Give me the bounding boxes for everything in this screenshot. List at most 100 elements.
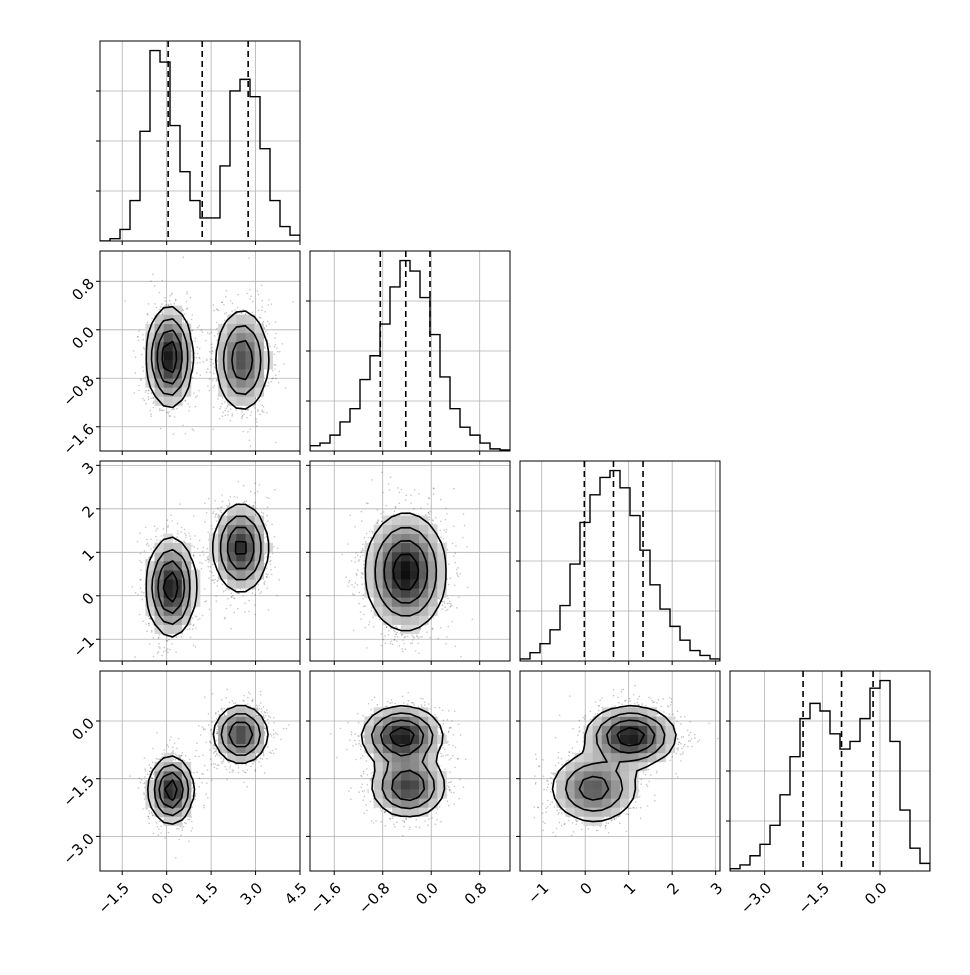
sample-point (179, 503, 181, 505)
sample-point (228, 500, 230, 502)
sample-point (252, 301, 254, 303)
density-cell (245, 360, 254, 369)
sample-point (193, 392, 195, 394)
sample-point (224, 415, 226, 417)
sample-point (147, 314, 149, 316)
sample-point (268, 299, 270, 301)
sample-point (228, 411, 230, 413)
sample-point (224, 313, 226, 315)
sample-point (202, 615, 204, 617)
sample-point (165, 459, 167, 461)
sample-point (259, 484, 261, 486)
sample-point (203, 554, 205, 556)
density-cell (164, 570, 173, 579)
sample-point (148, 617, 150, 619)
sample-point (263, 411, 265, 413)
sample-point (275, 321, 277, 323)
sample-point (152, 274, 154, 276)
density-cell (164, 552, 173, 561)
sample-point (264, 581, 266, 583)
sample-point (274, 567, 276, 569)
sample-point (261, 285, 263, 287)
sample-point (223, 304, 225, 306)
sample-point (214, 582, 216, 584)
sample-point (225, 590, 227, 592)
sample-point (209, 609, 211, 611)
sample-point (135, 372, 137, 374)
sample-point (282, 343, 284, 345)
sample-point (292, 301, 294, 303)
sample-point (201, 563, 203, 565)
sample-point (259, 317, 261, 319)
sample-point (224, 410, 226, 412)
sample-point (244, 603, 246, 605)
sample-point (207, 385, 209, 387)
sample-point (197, 362, 199, 364)
sample-point (457, 574, 459, 576)
sample-point (217, 333, 219, 335)
sample-point (150, 398, 152, 400)
sample-point (255, 594, 257, 596)
sample-point (191, 545, 193, 547)
sample-point (210, 566, 212, 568)
sample-point (154, 525, 156, 527)
density-cell (236, 351, 245, 360)
sample-point (190, 538, 192, 540)
sample-point (213, 310, 215, 312)
sample-point (237, 608, 239, 610)
sample-point (185, 537, 187, 539)
sample-point (208, 577, 210, 579)
sample-point (213, 406, 215, 408)
sample-point (194, 340, 196, 342)
sample-point (197, 353, 199, 355)
sample-point (249, 428, 251, 430)
sample-point (192, 428, 194, 430)
sample-point (271, 574, 273, 576)
sample-point (274, 346, 276, 348)
sample-point (249, 298, 251, 300)
sample-point (209, 372, 211, 374)
sample-point (212, 564, 214, 566)
sample-point (146, 630, 148, 632)
sample-point (268, 382, 270, 384)
sample-point (215, 579, 217, 581)
sample-point (213, 373, 215, 375)
sample-point (158, 643, 160, 645)
sample-point (264, 347, 266, 349)
sample-point (222, 415, 224, 417)
sample-point (177, 523, 179, 525)
sample-point (246, 417, 248, 419)
sample-point (150, 413, 152, 415)
density-cell (236, 396, 245, 405)
sample-point (224, 320, 226, 322)
sample-point (148, 390, 150, 392)
sample-point (186, 293, 188, 295)
sample-point (252, 593, 254, 595)
sample-point (222, 501, 224, 503)
sample-point (153, 547, 155, 549)
sample-point (160, 306, 162, 308)
sample-point (243, 414, 245, 416)
sample-point (177, 530, 179, 532)
sample-point (440, 627, 442, 629)
sample-point (195, 337, 197, 339)
sample-point (213, 575, 215, 577)
sample-point (208, 561, 210, 563)
sample-point (266, 325, 268, 327)
sample-point (141, 591, 143, 593)
scatter-panel-1-0 (96, 251, 300, 473)
sample-point (234, 496, 236, 498)
sample-point (270, 563, 272, 565)
sample-point (265, 552, 267, 554)
sample-point (267, 321, 269, 323)
sample-point (269, 323, 271, 325)
sample-point (167, 669, 169, 671)
sample-point (171, 294, 173, 296)
sample-point (217, 507, 219, 509)
sample-point (192, 377, 194, 379)
sample-point (217, 398, 219, 400)
sample-point (220, 471, 222, 473)
sample-point (232, 414, 234, 416)
sample-point (138, 330, 140, 332)
